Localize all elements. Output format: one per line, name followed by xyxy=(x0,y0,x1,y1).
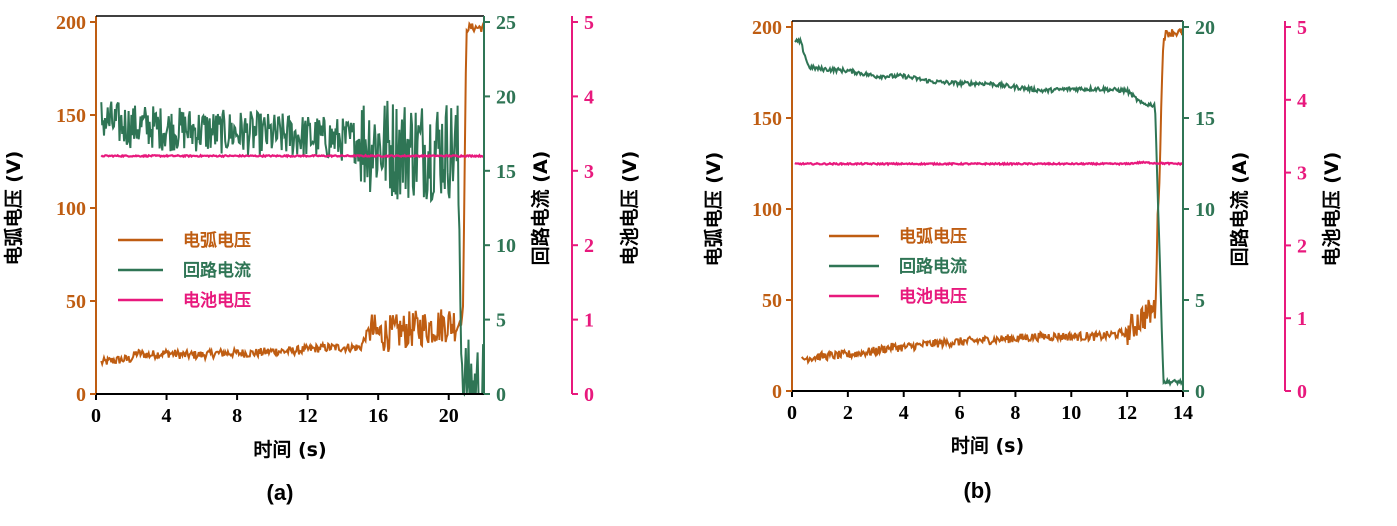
legend-label: 电弧电压 xyxy=(183,230,251,251)
y-tick-label: 2 xyxy=(584,235,594,257)
y-tick-label: 100 xyxy=(56,198,86,220)
y-tick-label: 5 xyxy=(1195,290,1205,312)
legend-label: 回路电流 xyxy=(183,260,251,281)
left-axis-title: 电弧电压 (V) xyxy=(2,151,25,266)
y-tick-label: 5 xyxy=(1297,17,1307,39)
y-tick-label: 5 xyxy=(496,310,506,332)
y-tick-label: 4 xyxy=(584,86,594,108)
legend-label: 回路电流 xyxy=(899,256,967,277)
chart-panel-b: 0 2 4 6 8 10 12 1405010015020005101520012345电弧电… xyxy=(702,17,1343,503)
panel-label: (b) xyxy=(963,478,991,503)
series-line-arc-voltage xyxy=(801,27,1184,365)
x-tick-label: 20 xyxy=(439,405,459,427)
x-tick-label: 8 xyxy=(1010,402,1020,424)
series-line-loop-current xyxy=(794,36,1184,387)
legend-label: 电弧电压 xyxy=(899,226,967,247)
x-axis-title: 时间 (s) xyxy=(253,439,326,461)
x-tick-label: 12 xyxy=(1117,402,1137,424)
y-tick-label: 50 xyxy=(66,291,86,313)
y-tick-label: 20 xyxy=(496,86,516,108)
x-tick-label: 10 xyxy=(1061,402,1081,424)
panel-label: (a) xyxy=(267,480,294,505)
y-tick-label: 20 xyxy=(1195,17,1215,39)
x-tick-label: 8 xyxy=(232,405,242,427)
y-tick-label: 5 xyxy=(584,12,594,34)
y-tick-label: 15 xyxy=(1195,108,1215,130)
y-tick-label: 2 xyxy=(1297,235,1307,257)
y-tick-label: 100 xyxy=(752,199,782,221)
y-tick-label: 4 xyxy=(1297,90,1307,112)
x-tick-label: 0 xyxy=(91,405,101,427)
series-line-battery-voltage xyxy=(100,153,485,159)
y-tick-label: 0 xyxy=(76,384,86,406)
y-tick-label: 1 xyxy=(1297,308,1307,330)
y-tick-label: 1 xyxy=(584,310,594,332)
y-tick-label: 150 xyxy=(56,105,86,127)
x-tick-label: 6 xyxy=(955,402,965,424)
x-tick-label: 14 xyxy=(1173,402,1193,424)
y-tick-label: 50 xyxy=(762,290,782,312)
y-tick-label: 150 xyxy=(752,108,782,130)
y-tick-label: 200 xyxy=(56,12,86,34)
legend-label: 电池电压 xyxy=(899,286,967,307)
x-axis-title: 时间 (s) xyxy=(951,435,1024,457)
y-tick-label: 15 xyxy=(496,161,516,183)
y-tick-label: 0 xyxy=(1297,381,1307,403)
y-tick-label: 3 xyxy=(584,161,594,183)
outer-right-axis-title: 电池电压 (V) xyxy=(618,151,641,266)
y-tick-label: 25 xyxy=(496,12,516,34)
legend-label: 电池电压 xyxy=(183,290,251,311)
x-tick-label: 2 xyxy=(843,402,853,424)
series-line-arc-voltage xyxy=(100,21,485,368)
x-tick-label: 16 xyxy=(368,405,388,427)
series-line-battery-voltage xyxy=(794,160,1184,167)
y-tick-label: 10 xyxy=(496,235,516,257)
y-tick-label: 200 xyxy=(752,17,782,39)
y-tick-label: 3 xyxy=(1297,163,1307,185)
y-tick-label: 10 xyxy=(1195,199,1215,221)
y-tick-label: 0 xyxy=(496,384,506,406)
x-tick-label: 12 xyxy=(298,405,318,427)
x-tick-label: 4 xyxy=(162,405,172,427)
left-axis-title: 电弧电压 (V) xyxy=(702,152,725,267)
y-tick-label: 0 xyxy=(584,384,594,406)
y-tick-label: 0 xyxy=(1195,381,1205,403)
series-line-loop-current xyxy=(100,100,485,397)
right-axis-title: 回路电流 (A) xyxy=(529,151,552,266)
x-tick-label: 4 xyxy=(899,402,909,424)
chart-panel-a: 0 4 8 12 16 200501001502000510152025012345电弧电… xyxy=(2,12,641,505)
outer-right-axis-title: 电池电压 (V) xyxy=(1320,152,1343,267)
x-tick-label: 0 xyxy=(787,402,797,424)
y-tick-label: 0 xyxy=(772,381,782,403)
right-axis-title: 回路电流 (A) xyxy=(1228,152,1251,267)
